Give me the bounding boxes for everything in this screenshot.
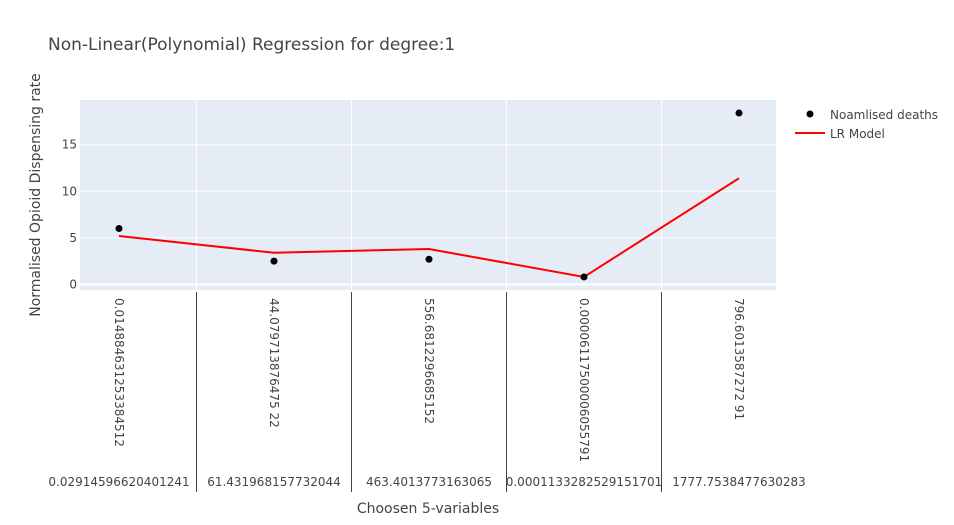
x-tick-label-row2: 0.02914596620401241: [48, 475, 189, 489]
grid-lines: [80, 100, 776, 290]
y-axis-ticks: 0 5 10 15: [62, 138, 77, 292]
data-point-deaths: [735, 109, 743, 117]
x-axis-title: Choosen 5-variables: [357, 501, 499, 517]
y-axis-title: Normalised Opioid Dispensing rate: [28, 73, 44, 317]
y-tick-label: 10: [62, 184, 77, 198]
chart-title: Non-Linear(Polynomial) Regression for de…: [48, 35, 455, 55]
legend-label-deaths: Noamlised deaths: [830, 108, 938, 122]
series-line-lr-model: [118, 177, 740, 279]
data-point-deaths: [270, 257, 278, 265]
x-tick-label-row1: 0.014884631253384512: [112, 298, 126, 447]
x-tick-label-row1: 796.6013587272 91: [732, 298, 746, 420]
y-tick-label: 5: [69, 231, 77, 245]
x-tick-label-row1: 44.079713876475 22: [267, 298, 281, 428]
x-tick-label-row1: 0.00006117500006055791: [577, 298, 591, 462]
category-dividers: [196, 292, 662, 492]
x-axis-ticks-row2: 0.02914596620401241 61.431968157732044 463…: [48, 475, 805, 489]
x-axis-ticks-row1: 0.014884631253384512 44.079713876475 22 55…: [112, 298, 746, 462]
x-tick-label-row2: 61.431968157732044: [207, 475, 341, 489]
legend-label-lr-model: LR Model: [830, 127, 885, 141]
x-tick-label-row2: 463.4013773163065: [366, 475, 492, 489]
legend-marker-icon: [806, 110, 814, 118]
data-point-deaths: [425, 255, 433, 263]
legend-item-lr-model[interactable]: LR Model: [795, 127, 885, 141]
x-tick-label-row2: 0.0001133282529151701: [506, 475, 663, 489]
data-point-deaths: [580, 273, 588, 281]
series-markers-deaths: [115, 109, 743, 281]
y-tick-label: 0: [69, 277, 77, 291]
data-point-deaths: [115, 225, 123, 233]
x-tick-label-row2: 1777.7538477630283: [672, 475, 806, 489]
legend-item-deaths[interactable]: Noamlised deaths: [806, 108, 939, 122]
legend[interactable]: Noamlised deaths LR Model: [795, 108, 938, 141]
x-tick-label-row1: 556.6812296685152: [422, 298, 436, 424]
y-tick-label: 15: [62, 138, 77, 152]
